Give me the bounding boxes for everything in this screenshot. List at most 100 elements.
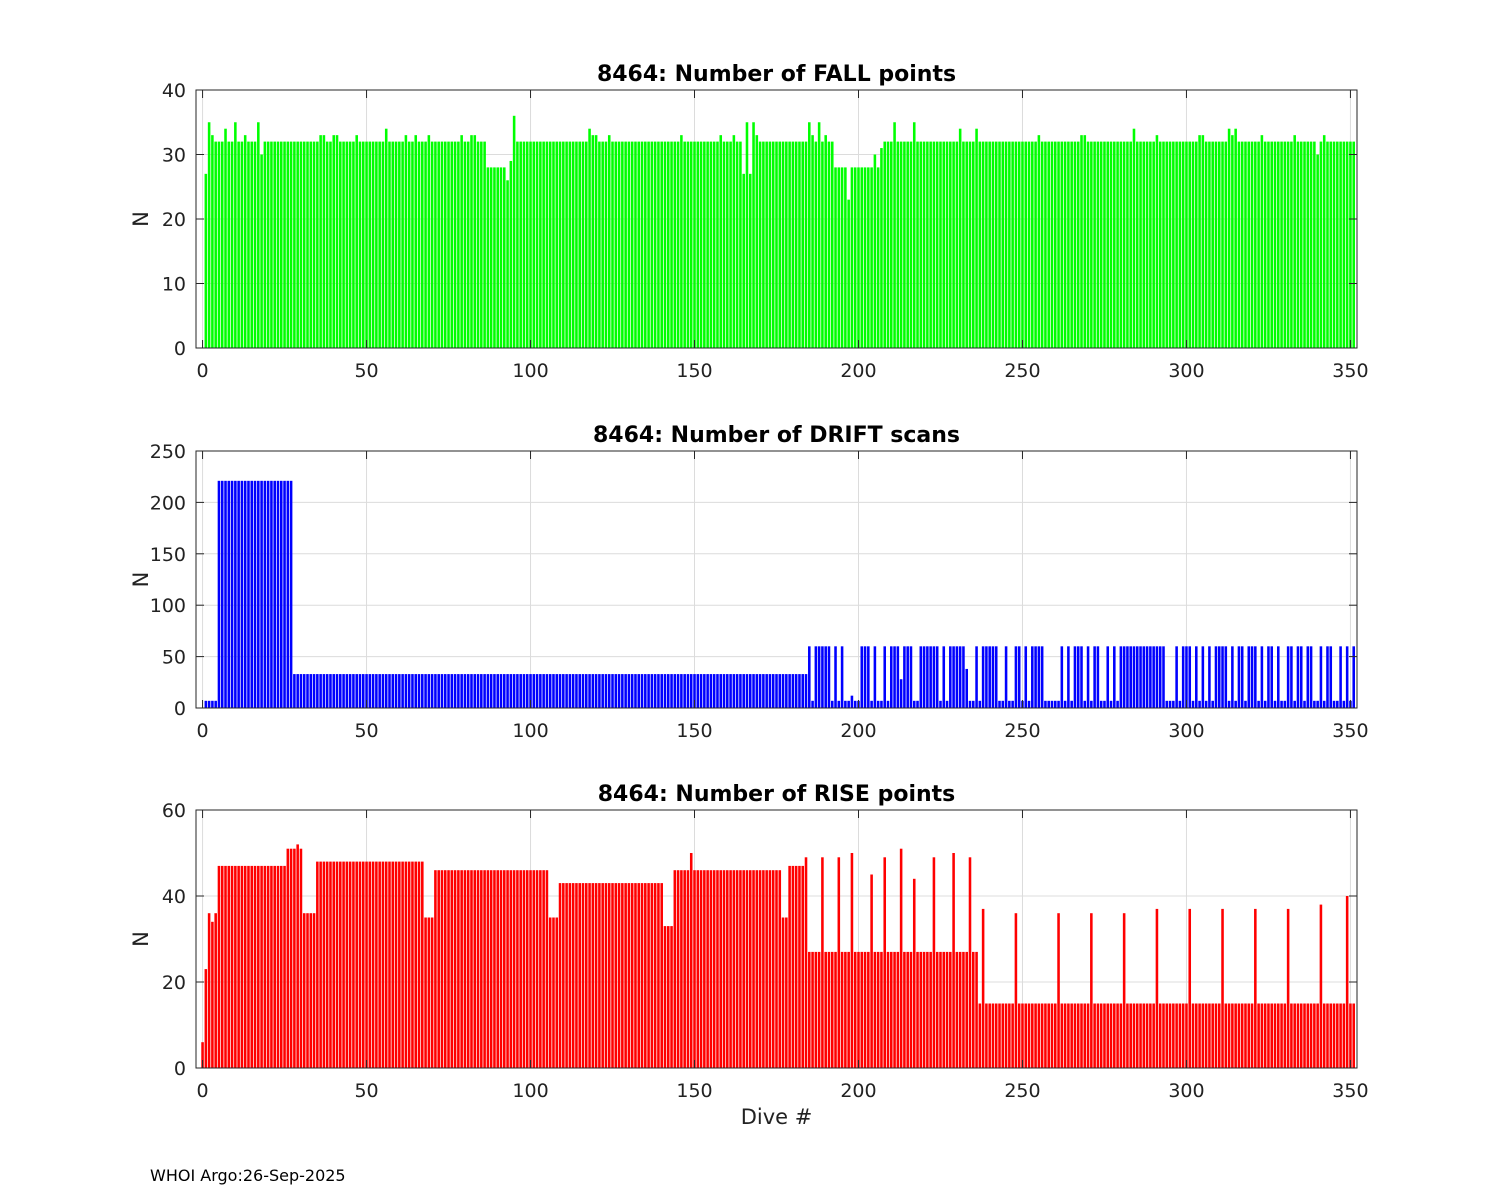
bar xyxy=(594,674,598,708)
bar xyxy=(821,857,824,1068)
bar xyxy=(276,480,280,708)
bar xyxy=(719,135,723,348)
bar xyxy=(220,141,224,348)
bar xyxy=(1126,141,1129,348)
bar xyxy=(542,674,545,708)
bar xyxy=(463,870,467,1068)
bar xyxy=(266,865,270,1068)
bar xyxy=(762,870,765,1068)
bar xyxy=(407,861,411,1068)
bar xyxy=(204,969,208,1068)
bar xyxy=(460,870,463,1068)
bar xyxy=(883,857,887,1068)
bar xyxy=(1185,1003,1188,1068)
bar xyxy=(375,674,378,708)
bar xyxy=(1024,1003,1028,1068)
bar xyxy=(214,700,217,708)
bar xyxy=(798,674,801,708)
bar xyxy=(486,674,490,708)
bar xyxy=(247,480,250,708)
bar xyxy=(988,141,991,348)
bar xyxy=(1326,141,1329,348)
bar xyxy=(801,674,805,708)
bar xyxy=(368,674,372,708)
bar xyxy=(545,141,549,348)
bar xyxy=(437,674,440,708)
bar xyxy=(529,870,532,1068)
bar xyxy=(1103,141,1106,348)
bar xyxy=(1122,646,1126,708)
x-tick-label: 250 xyxy=(1004,1080,1040,1102)
bar xyxy=(880,951,883,1068)
bar xyxy=(696,141,700,348)
bar xyxy=(522,870,526,1068)
y-axis-label: N xyxy=(129,931,153,947)
bar xyxy=(830,700,834,708)
bar xyxy=(1244,1003,1247,1068)
bar xyxy=(601,141,604,348)
bar xyxy=(302,141,306,348)
bar xyxy=(1155,908,1159,1068)
bar xyxy=(539,870,542,1068)
bar xyxy=(657,141,660,348)
x-tick-label: 300 xyxy=(1168,360,1204,382)
bar xyxy=(535,674,539,708)
bar xyxy=(240,141,244,348)
bar xyxy=(1342,141,1346,348)
bar xyxy=(945,951,949,1068)
bar xyxy=(1126,646,1129,708)
x-tick-label: 200 xyxy=(840,720,876,742)
bar xyxy=(398,141,401,348)
bar xyxy=(932,646,936,708)
bar xyxy=(391,674,395,708)
bar xyxy=(1057,700,1060,708)
bar xyxy=(853,167,857,348)
bar xyxy=(299,848,303,1068)
bar xyxy=(1027,700,1031,708)
bar xyxy=(1083,1003,1087,1068)
bar xyxy=(867,167,870,348)
bar xyxy=(286,141,290,348)
bar xyxy=(568,883,572,1068)
bar xyxy=(312,141,316,348)
bar xyxy=(279,865,283,1068)
bar xyxy=(368,141,372,348)
bar xyxy=(266,480,270,708)
bar xyxy=(1352,141,1355,348)
bar xyxy=(1119,646,1123,708)
bar xyxy=(1063,700,1067,708)
bar xyxy=(650,883,654,1068)
bar xyxy=(283,865,286,1068)
bar xyxy=(814,951,818,1068)
bar xyxy=(811,135,814,348)
bar xyxy=(1004,646,1008,708)
bar xyxy=(942,141,946,348)
bar xyxy=(1208,1003,1211,1068)
bar xyxy=(594,883,598,1068)
bar xyxy=(443,674,447,708)
bar xyxy=(371,141,375,348)
bar xyxy=(890,646,893,708)
bar xyxy=(637,674,641,708)
bar xyxy=(794,141,798,348)
bar xyxy=(985,646,988,708)
bar xyxy=(401,141,404,348)
bar xyxy=(1240,141,1244,348)
bar xyxy=(1027,1003,1031,1068)
bar xyxy=(935,951,939,1068)
bar xyxy=(630,141,634,348)
bar xyxy=(555,917,559,1068)
bar xyxy=(532,870,536,1068)
bar xyxy=(1214,141,1218,348)
bar xyxy=(384,861,388,1068)
bar xyxy=(361,141,365,348)
bar xyxy=(916,141,919,348)
bar xyxy=(312,674,316,708)
bar xyxy=(863,951,867,1068)
bar xyxy=(657,883,660,1068)
bar xyxy=(863,646,867,708)
bar xyxy=(1201,1003,1205,1068)
bar xyxy=(916,951,919,1068)
bar xyxy=(512,870,516,1068)
bar xyxy=(339,861,342,1068)
